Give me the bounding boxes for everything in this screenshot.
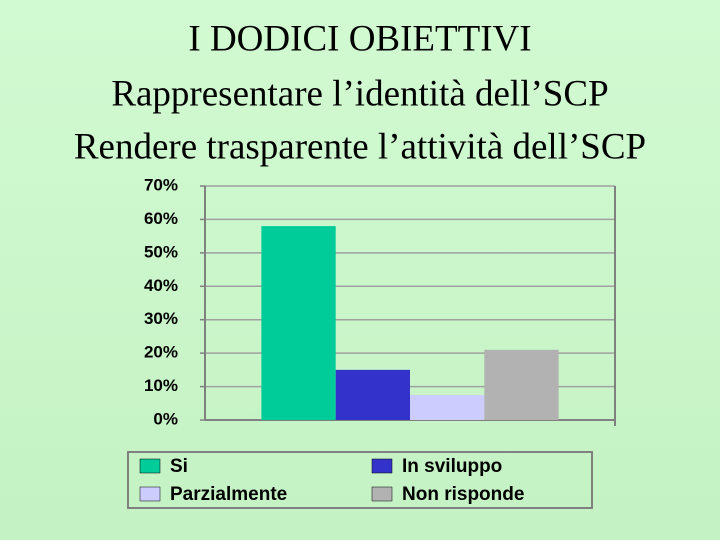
legend-label: In sviluppo [402, 456, 502, 477]
y-tick-label: 20% [144, 343, 178, 362]
y-tick-label: 50% [144, 242, 178, 261]
y-tick-label: 30% [144, 309, 178, 328]
bar [484, 349, 559, 420]
bar [410, 394, 485, 420]
subtitle: Rappresentare l’identità dell’SCP [111, 73, 608, 114]
y-tick-label: 40% [144, 276, 178, 295]
bar [261, 226, 336, 420]
legend-label: Parzialmente [170, 484, 287, 505]
legend-box [127, 451, 593, 509]
subtitle: Rendere trasparente l’attività dell’SCP [74, 126, 646, 167]
y-tick-label: 0% [153, 409, 178, 428]
y-tick-label: 60% [144, 209, 178, 228]
legend-swatch [371, 458, 393, 474]
chart-title: I DODICI OBIETTIVI [188, 18, 531, 59]
bar [335, 369, 410, 420]
legend-swatch [371, 486, 393, 502]
legend-swatch [139, 486, 161, 502]
legend-label: Si [170, 456, 188, 477]
y-tick-label: 10% [144, 376, 178, 395]
legend-swatch [139, 458, 161, 474]
y-tick-label: 70% [144, 175, 178, 194]
legend-label: Non risponde [402, 484, 524, 505]
